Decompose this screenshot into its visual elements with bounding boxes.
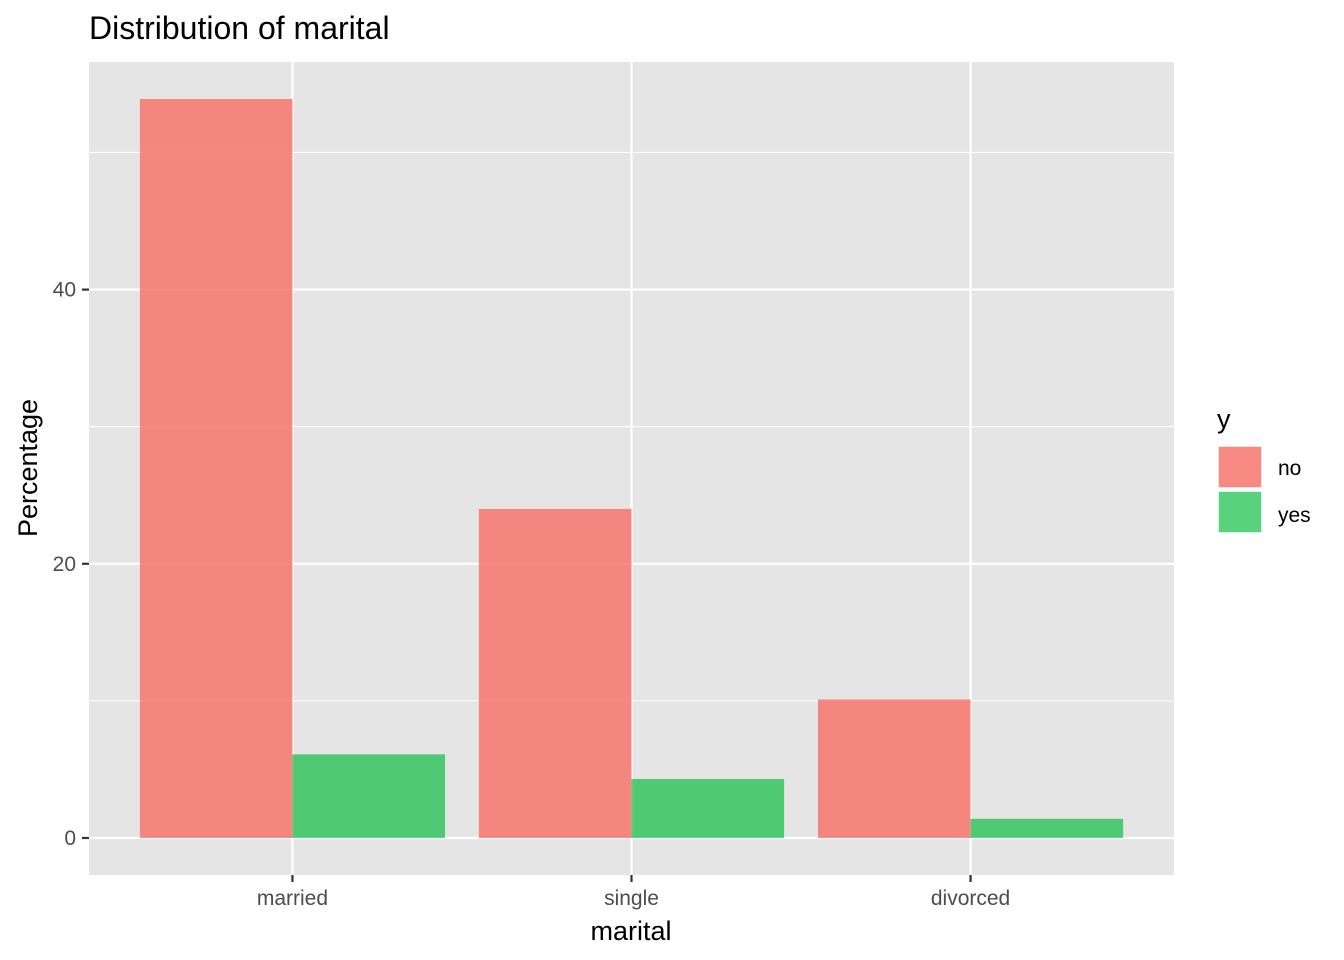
legend: y no yes bbox=[1217, 404, 1311, 534]
x-tick-label-divorced: divorced bbox=[931, 887, 1010, 910]
x-tick-label-married: married bbox=[257, 887, 328, 910]
y-axis-title: Percentage bbox=[13, 399, 43, 537]
bar-single-no bbox=[478, 508, 632, 838]
bar-married-yes bbox=[292, 754, 446, 838]
bar-single-yes bbox=[631, 779, 785, 838]
bar-divorced-yes bbox=[970, 818, 1124, 838]
legend-title: y bbox=[1217, 404, 1231, 434]
x-axis-title: marital bbox=[590, 916, 671, 946]
x-tick-label-single: single bbox=[604, 887, 659, 910]
y-tick-label: 40 bbox=[53, 279, 76, 302]
legend-key-no bbox=[1217, 445, 1263, 489]
legend-label-yes: yes bbox=[1278, 504, 1311, 527]
legend-key-yes bbox=[1217, 490, 1263, 534]
y-tick-label: 0 bbox=[64, 827, 76, 850]
legend-label-no: no bbox=[1278, 457, 1301, 480]
y-tick-label: 20 bbox=[53, 553, 76, 576]
bar-married-no bbox=[139, 99, 293, 838]
bar-divorced-no bbox=[817, 699, 971, 838]
chart-title: Distribution of marital bbox=[89, 10, 390, 46]
